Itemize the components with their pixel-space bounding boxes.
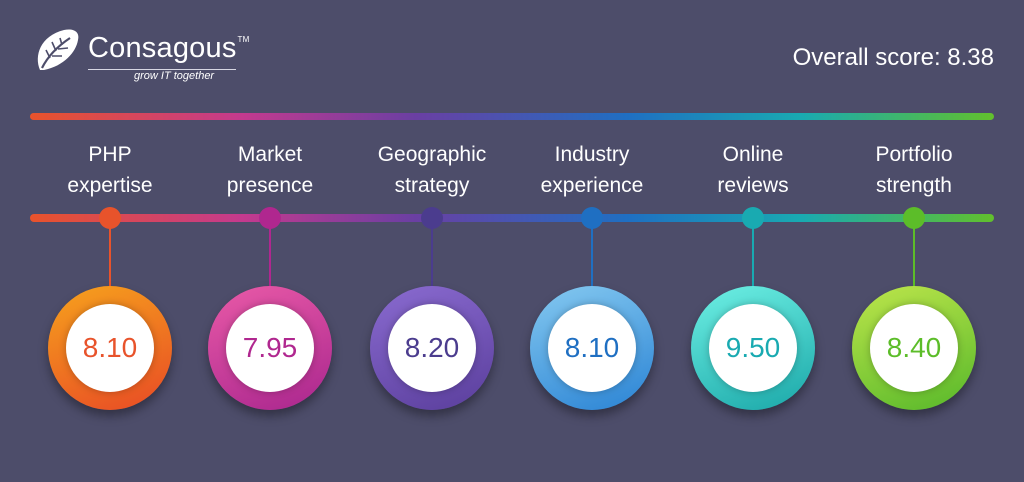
metric-label-line2: strength [876, 174, 952, 197]
timeline-node [903, 207, 925, 229]
timeline-node [259, 207, 281, 229]
brand-tagline: grow IT together [134, 70, 215, 82]
metric-label-line1: Industry [554, 143, 630, 166]
score-value: 7.95 [226, 304, 314, 392]
score-ring: 8.40 [852, 286, 976, 410]
timeline-node [742, 207, 764, 229]
connector-stem [591, 220, 593, 295]
metric-label: Geographic strategy [352, 139, 512, 201]
score-value: 8.10 [548, 304, 636, 392]
timeline-node [99, 207, 121, 229]
metric-label: Online reviews [673, 139, 833, 201]
metric-label: PHP expertise [30, 139, 190, 201]
brand-name: ConsagousTM [88, 32, 250, 64]
metric-label-line1: Portfolio [875, 143, 953, 166]
leaf-icon [37, 29, 79, 70]
metric-label-line2: experience [540, 174, 644, 197]
score-ring: 7.95 [208, 286, 332, 410]
metric-label-line2: presence [226, 174, 314, 197]
connector-stem [431, 220, 433, 295]
connector-stem [269, 220, 271, 295]
trademark: TM [237, 35, 250, 44]
connector-stem [913, 220, 915, 295]
top-gradient-line [30, 113, 994, 120]
metric-label-line1: Geographic [377, 143, 487, 166]
score-value: 8.20 [388, 304, 476, 392]
metric-label-line1: PHP [88, 143, 132, 166]
metric-label: Market presence [190, 139, 350, 201]
timeline-gradient-line [30, 214, 994, 222]
score-value: 8.40 [870, 304, 958, 392]
connector-stem [109, 220, 111, 295]
metric-label-line2: strategy [394, 174, 470, 197]
metric-label: Portfolio strength [834, 139, 994, 201]
score-ring: 9.50 [691, 286, 815, 410]
metric-label-line2: reviews [717, 174, 789, 197]
score-value: 8.10 [66, 304, 154, 392]
score-ring: 8.10 [530, 286, 654, 410]
timeline-node [581, 207, 603, 229]
connector-stem [752, 220, 754, 295]
logo-divider [88, 69, 236, 70]
score-ring: 8.10 [48, 286, 172, 410]
metric-label-line1: Online [722, 143, 784, 166]
score-ring: 8.20 [370, 286, 494, 410]
brand-logo: ConsagousTM grow IT together [30, 26, 250, 86]
metric-label-line1: Market [237, 143, 303, 166]
score-value: 9.50 [709, 304, 797, 392]
metric-label: Industry experience [512, 139, 672, 201]
timeline-node [421, 207, 443, 229]
metric-label-line2: expertise [67, 174, 153, 197]
overall-score: Overall score: 8.38 [792, 44, 994, 71]
